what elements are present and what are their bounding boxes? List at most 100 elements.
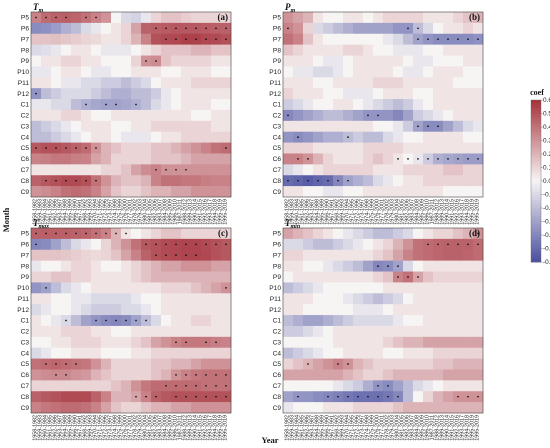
heatmap-cell xyxy=(353,336,364,348)
significance-dot xyxy=(55,374,57,376)
heatmap-cell xyxy=(41,99,52,111)
heatmap-cell xyxy=(383,77,394,89)
y-tick-label: P11 xyxy=(270,296,282,303)
heatmap-cell xyxy=(171,131,182,143)
panel-Pm: Pm(b)P5P6P7P8P9P10P11P12C1C2C3C4C5C6C7C8… xyxy=(269,2,484,225)
heatmap-cell xyxy=(403,282,414,294)
heatmap-cell xyxy=(393,164,404,176)
heatmap-cell xyxy=(161,282,172,294)
heatmap-cell xyxy=(343,325,354,338)
heatmap-cell xyxy=(443,175,454,187)
heatmap-cell xyxy=(151,271,162,283)
y-tick-label: P9 xyxy=(21,58,29,65)
significance-dot xyxy=(175,384,177,387)
significance-dot xyxy=(347,179,349,182)
heatmap-cell xyxy=(423,109,434,122)
heatmap-cell xyxy=(313,120,324,132)
heatmap-cell xyxy=(161,336,172,348)
heatmap-cell xyxy=(61,109,72,122)
heatmap-cell xyxy=(151,304,162,316)
heatmap-cell xyxy=(293,325,304,338)
heatmap-cell xyxy=(473,77,484,89)
heatmap-cell xyxy=(101,55,112,67)
heatmap-cell xyxy=(453,186,464,198)
heatmap-cell xyxy=(191,12,202,24)
x-tick-label: 1989-2013 xyxy=(439,415,445,441)
heatmap-cell xyxy=(81,282,92,294)
heatmap-cell xyxy=(121,260,132,272)
heatmap-cell xyxy=(41,325,52,338)
heatmap-cell xyxy=(283,282,294,294)
heatmap-cell xyxy=(423,358,434,370)
heatmap-cell xyxy=(221,293,232,305)
colorbar-step xyxy=(531,137,541,141)
heatmap-cell xyxy=(453,315,464,327)
significance-dot xyxy=(155,254,157,257)
y-tick-label: C5 xyxy=(21,361,30,368)
x-tick-label: 1990-2014 xyxy=(192,199,198,225)
significance-dot xyxy=(467,158,469,160)
heatmap-cell xyxy=(181,142,192,154)
significance-dot xyxy=(297,158,299,160)
heatmap-cell xyxy=(363,120,374,132)
y-tick-label: C3 xyxy=(21,339,30,346)
heatmap-cell xyxy=(131,120,142,132)
heatmap-cell xyxy=(191,325,202,338)
heatmap-cell xyxy=(141,228,152,240)
x-tick-label: 1984-2008 xyxy=(414,199,420,225)
heatmap-cell xyxy=(171,88,182,100)
heatmap-cell xyxy=(313,402,324,414)
y-tick-label: C1 xyxy=(21,102,30,109)
heatmap-cell xyxy=(91,282,102,294)
colorbar-step xyxy=(531,210,541,214)
heatmap-cell xyxy=(443,260,454,272)
y-tick-label: C2 xyxy=(273,113,282,120)
heatmap-cell xyxy=(293,12,304,24)
significance-dot xyxy=(165,243,167,246)
heatmap-cell xyxy=(283,33,294,45)
x-tick-label: 1962-1986 xyxy=(304,415,310,441)
heatmap-cell xyxy=(453,120,464,132)
heatmap-cell xyxy=(423,369,434,381)
heatmap-cell xyxy=(211,88,222,100)
x-tick-label: 1995-2019 xyxy=(474,199,480,225)
heatmap-cell xyxy=(61,164,72,176)
significance-dot xyxy=(65,179,67,182)
y-tick-label: C8 xyxy=(273,178,282,185)
y-tick-label: C2 xyxy=(21,329,30,336)
colorbar-step xyxy=(531,100,541,104)
heatmap-cell xyxy=(41,66,52,78)
x-tick-label: 1967-1991 xyxy=(77,199,83,225)
heatmap-cell xyxy=(433,391,444,403)
significance-dot xyxy=(387,395,389,398)
heatmap-cell xyxy=(473,304,484,316)
heatmap-cell xyxy=(373,12,384,24)
heatmap-cell xyxy=(111,175,122,187)
heatmap-cell xyxy=(131,66,142,78)
heatmap-cell xyxy=(221,88,232,100)
heatmap-cell xyxy=(463,66,474,78)
significance-dot xyxy=(75,363,77,365)
heatmap-cell xyxy=(31,109,42,122)
significance-dot xyxy=(467,395,469,398)
heatmap-cell xyxy=(433,260,444,272)
heatmap-cell xyxy=(453,44,464,56)
heatmap-cell xyxy=(151,44,162,56)
heatmap-cell xyxy=(323,325,334,338)
heatmap-cell xyxy=(373,304,384,316)
heatmap-cell xyxy=(131,325,142,338)
significance-dot xyxy=(55,16,57,19)
heatmap-cell xyxy=(403,186,414,198)
heatmap-cell xyxy=(443,315,454,327)
heatmap-cell xyxy=(393,109,404,122)
heatmap-cell xyxy=(343,228,354,240)
y-tick-label: C1 xyxy=(273,318,282,325)
y-tick-label: P9 xyxy=(273,58,281,65)
significance-dot xyxy=(417,38,419,41)
heatmap-cell xyxy=(61,260,72,272)
heatmap-cell xyxy=(161,228,172,240)
y-tick-label: P5 xyxy=(21,15,29,22)
significance-dot xyxy=(457,38,459,41)
heatmap-cell xyxy=(161,120,172,132)
heatmap-cell xyxy=(463,369,474,381)
